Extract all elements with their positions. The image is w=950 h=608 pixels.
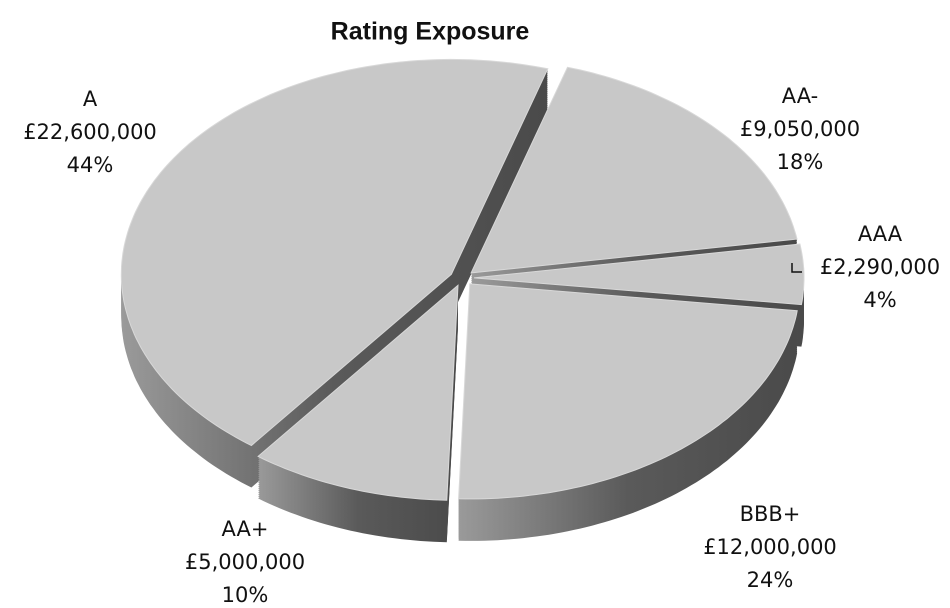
slice-percent-label: 44%	[67, 153, 114, 177]
slice-percent-label: 10%	[222, 583, 269, 607]
slice	[120, 58, 549, 447]
slice	[458, 283, 798, 500]
slice-percent-label: 24%	[747, 568, 794, 592]
pie	[120, 58, 805, 543]
slice-value-label: £5,000,000	[185, 550, 305, 574]
slice-value-label: £2,290,000	[820, 255, 940, 279]
slice-label: AA+	[222, 517, 269, 541]
slice-label: BBB+	[740, 502, 801, 526]
slice-value-label: £22,600,000	[23, 120, 157, 144]
slice	[473, 243, 805, 306]
slice	[470, 66, 798, 274]
slice-value-label: £9,050,000	[740, 117, 860, 141]
leader-line	[791, 263, 802, 273]
slice-label: A	[83, 87, 98, 111]
slice-percent-label: 18%	[777, 150, 824, 174]
slice	[257, 284, 459, 501]
slice-percent-label: 4%	[863, 288, 896, 312]
slice-label: AAA	[858, 222, 903, 246]
chart-title: Rating Exposure	[331, 18, 530, 46]
slice-value-label: £12,000,000	[703, 535, 837, 559]
slice-label: AA-	[782, 84, 818, 108]
